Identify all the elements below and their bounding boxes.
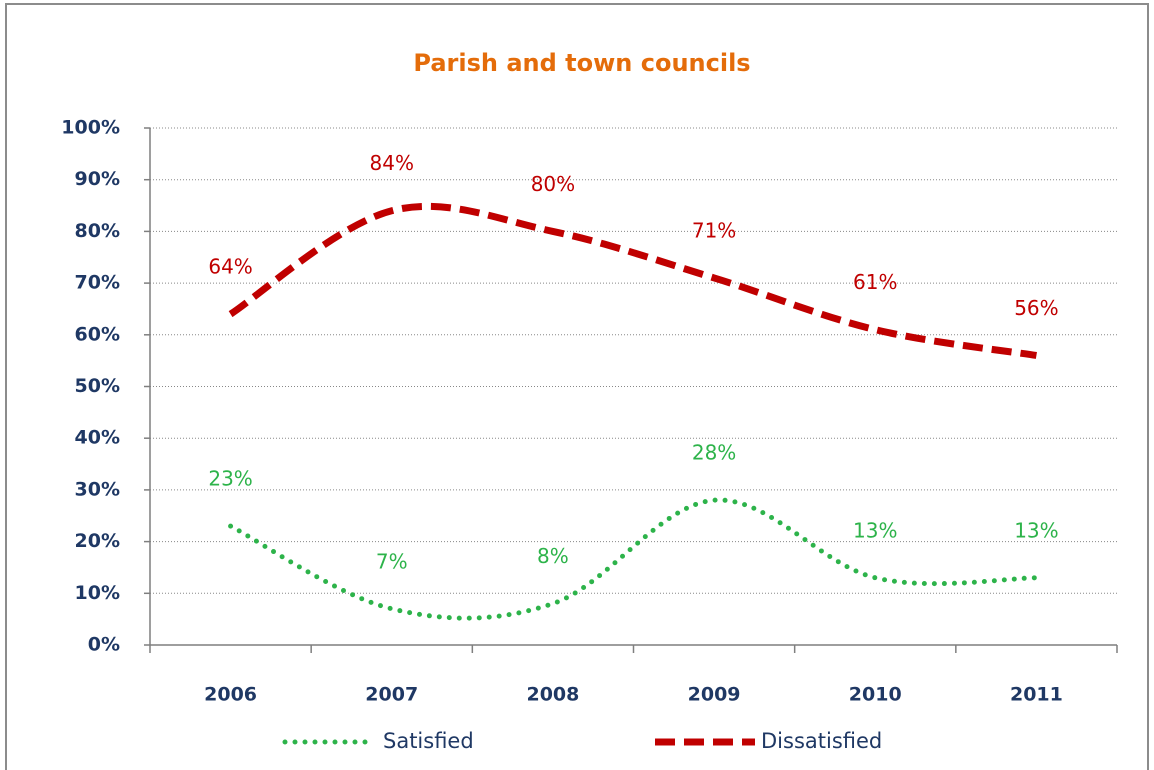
legend-label: Satisfied [383,729,474,753]
x-tick-label: 2009 [688,684,741,706]
x-tick-label: 2011 [1010,684,1063,706]
x-tick-label: 2006 [204,684,257,706]
y-tick-label: 20% [75,530,120,552]
chart-title: Parish and town councils [413,49,750,77]
y-tick-label: 40% [75,427,120,449]
y-tick-label: 60% [75,323,120,345]
chart-frame [5,3,1149,770]
series-line [228,202,1037,359]
data-label: 8% [537,544,569,568]
x-tick-label: 2008 [526,684,579,706]
y-tick-label: 0% [88,634,120,656]
x-tick-label: 2007 [365,684,418,706]
y-tick-label: 10% [75,582,120,604]
data-label: 80% [531,172,575,196]
y-tick-label: 30% [75,478,120,500]
y-tick-label: 70% [75,272,120,294]
legend-label: Dissatisfied [761,729,882,753]
data-label: 28% [692,441,736,465]
data-label: 13% [1014,518,1058,542]
data-label: 13% [853,518,897,542]
data-label: 61% [853,270,897,294]
data-label: 84% [370,151,414,175]
data-label: 7% [376,549,408,573]
y-tick-label: 90% [75,168,120,190]
x-tick-label: 2010 [849,684,902,706]
y-tick-label: 80% [75,220,120,242]
data-label: 56% [1014,296,1058,320]
data-label: 64% [208,255,252,279]
y-tick-label: 100% [61,117,120,139]
series-line [228,497,1039,621]
data-label: 71% [692,218,736,242]
y-tick-label: 50% [75,375,120,397]
data-label: 23% [208,467,252,491]
